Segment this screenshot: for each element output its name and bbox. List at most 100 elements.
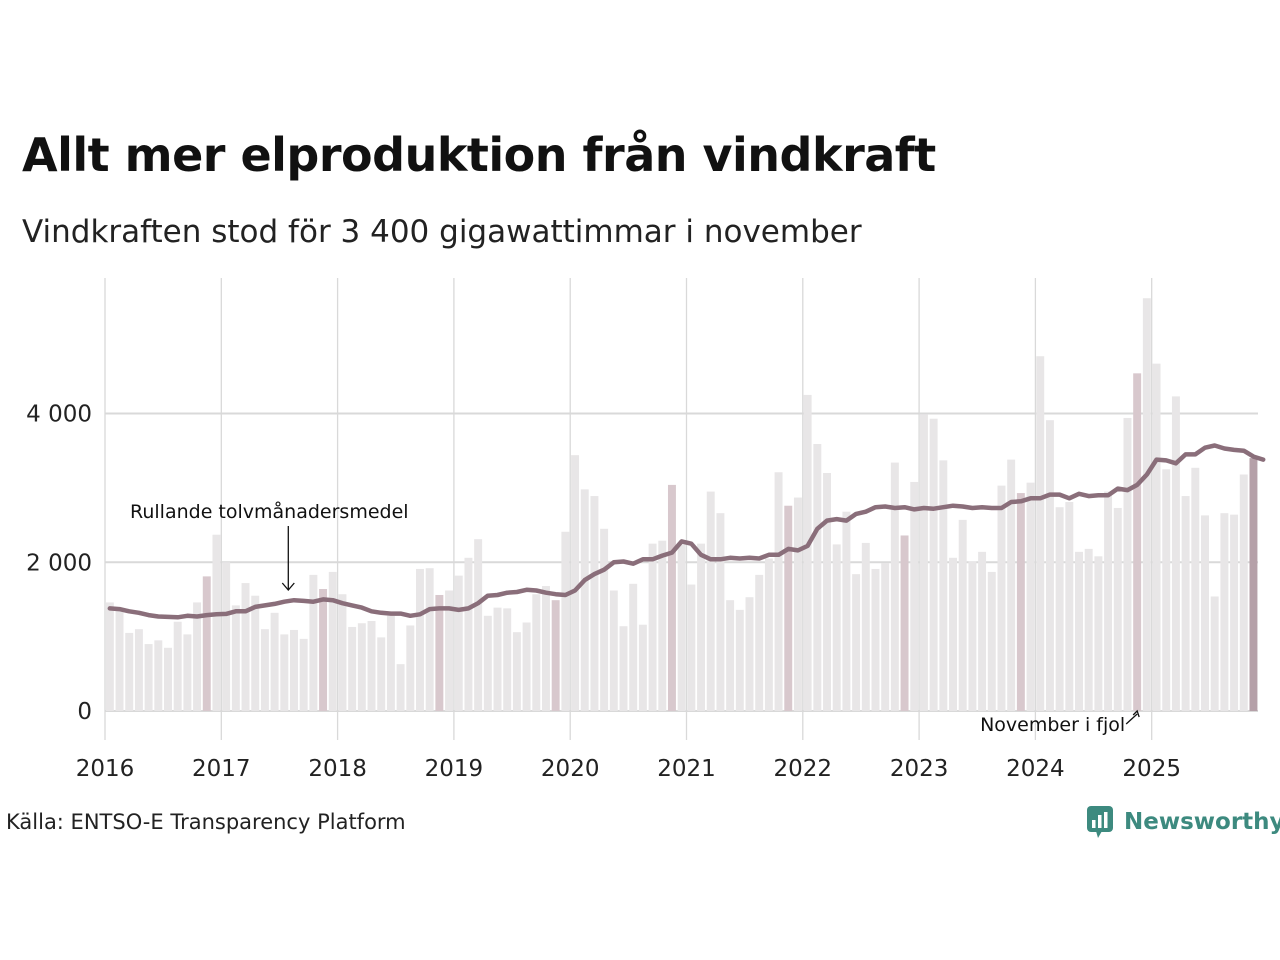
bar (609, 590, 618, 711)
bar (1026, 482, 1035, 711)
bar (755, 574, 764, 711)
bar (193, 602, 202, 711)
bar (299, 638, 308, 711)
chart-title: Allt mer elproduktion från vindkraft (22, 128, 936, 182)
bar (309, 574, 318, 711)
bar (561, 531, 570, 711)
bar (764, 558, 773, 711)
x-tick-label: 2020 (541, 756, 600, 782)
bar (1084, 548, 1093, 711)
bar (871, 568, 880, 711)
bar (222, 562, 231, 711)
bar (241, 583, 250, 711)
bar (454, 575, 463, 711)
bar (522, 622, 531, 711)
bar (328, 571, 337, 711)
bar (154, 640, 163, 711)
bar (144, 644, 153, 711)
bar (1036, 356, 1045, 711)
bar (1007, 459, 1016, 711)
bar (251, 595, 260, 711)
bar (793, 497, 802, 711)
bar (813, 443, 822, 711)
bar (735, 609, 744, 711)
bar (464, 557, 473, 711)
bar (958, 519, 967, 711)
bar (425, 568, 434, 711)
bar (1239, 474, 1248, 711)
bar (823, 473, 832, 711)
bar (1104, 491, 1113, 711)
bar (1220, 513, 1229, 711)
bar (619, 626, 628, 711)
bar (987, 571, 996, 711)
bar (716, 513, 725, 711)
bar (512, 632, 521, 711)
bar (532, 594, 541, 711)
x-tick-label: 2016 (76, 756, 135, 782)
bar (687, 584, 696, 711)
x-tick-label: 2023 (890, 756, 949, 782)
bar (445, 590, 454, 711)
rolling-average-line (107, 443, 1266, 620)
bar (968, 561, 977, 711)
bar (1181, 496, 1190, 711)
x-tick-label: 2024 (1006, 756, 1065, 782)
bar (978, 551, 987, 711)
bar (134, 629, 143, 711)
bar (115, 608, 124, 711)
bar (900, 535, 909, 711)
bar (1065, 502, 1074, 711)
bar (1133, 373, 1142, 711)
newsworthy-logo-icon (1087, 806, 1113, 838)
bar (861, 542, 870, 711)
bar (541, 586, 550, 711)
bar (1123, 417, 1132, 711)
y-tick-label: 2 000 (26, 550, 92, 576)
bar (125, 632, 134, 711)
bar (832, 544, 841, 711)
bar (658, 540, 667, 711)
bar (348, 626, 357, 711)
bar (416, 568, 424, 711)
bar (260, 629, 269, 711)
annotation-rolling-average: Rullande tolvmånadersmedel (130, 500, 409, 523)
bar (939, 460, 948, 711)
bar (1152, 363, 1161, 711)
bar (997, 485, 1006, 711)
bar (910, 481, 919, 711)
bar (164, 647, 172, 711)
bar (726, 600, 735, 711)
bar (803, 394, 812, 711)
bar (774, 472, 783, 711)
bar (173, 621, 182, 711)
newsworthy-logo: Newsworthy (1086, 802, 1280, 842)
bar (1249, 458, 1258, 711)
x-tick-label: 2021 (657, 756, 716, 782)
y-tick-label: 0 (77, 699, 92, 725)
brand-name: Newsworthy (1124, 809, 1280, 835)
bar (290, 629, 298, 711)
bar (1201, 515, 1209, 711)
x-tick-label: 2017 (192, 756, 251, 782)
bar (503, 608, 512, 711)
bar (1075, 551, 1083, 711)
bar (406, 625, 415, 711)
bar (493, 607, 502, 711)
bar (745, 597, 754, 711)
bar (677, 544, 686, 711)
bar (1142, 298, 1151, 711)
bar (212, 534, 221, 711)
bar (183, 634, 192, 711)
bar (638, 624, 647, 711)
bar (1094, 556, 1103, 711)
x-tick-label: 2018 (308, 756, 367, 782)
bar (105, 602, 114, 711)
chart-subtitle: Vindkraften stod för 3 400 gigawattimmar… (22, 214, 862, 250)
bar (202, 576, 211, 711)
bar (386, 615, 395, 711)
bar (270, 612, 279, 711)
bar (319, 589, 328, 711)
bar (435, 594, 444, 711)
